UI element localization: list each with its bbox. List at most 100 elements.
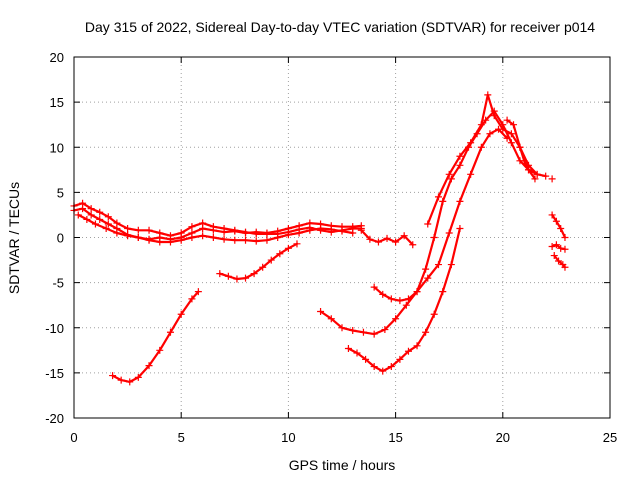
- data-point: [177, 236, 185, 244]
- series-line: [426, 93, 539, 226]
- data-point: [409, 241, 417, 249]
- data-point: [177, 310, 185, 318]
- data-point: [109, 372, 117, 380]
- data-point: [557, 224, 565, 232]
- data-point: [477, 143, 485, 151]
- data-point: [188, 223, 196, 231]
- data-point: [156, 229, 164, 237]
- data-point: [145, 226, 153, 234]
- data-point: [477, 121, 485, 129]
- data-point: [387, 363, 395, 371]
- data-point: [374, 238, 382, 246]
- data-point: [274, 234, 282, 241]
- data-point: [344, 345, 352, 353]
- data-point: [284, 244, 292, 252]
- data-point: [379, 290, 387, 298]
- series-line: [550, 213, 567, 239]
- data-point: [370, 363, 378, 371]
- data-point: [402, 301, 410, 309]
- y-tick-labels: -20 -15 -10 -5 0 5 10 15 20: [45, 50, 64, 426]
- series-line: [218, 242, 299, 281]
- data-point: [263, 236, 271, 244]
- x-tick-label: 20: [496, 430, 510, 445]
- data-point: [224, 272, 232, 280]
- data-point: [317, 224, 325, 232]
- data-point: [531, 175, 539, 183]
- data-point: [263, 230, 271, 238]
- data-point: [233, 275, 241, 283]
- data-point: [145, 236, 153, 244]
- data-point: [349, 326, 357, 334]
- y-axis-label: SDTVAR / TECUs: [6, 182, 22, 294]
- data-point: [188, 234, 196, 241]
- data-point: [422, 328, 430, 336]
- data-point: [349, 229, 357, 237]
- data-point: [548, 211, 556, 219]
- data-point: [557, 244, 565, 252]
- data-point: [327, 225, 335, 233]
- data-point: [156, 346, 164, 354]
- series-arc-low-left: [109, 288, 202, 386]
- data-point: [83, 215, 91, 223]
- data-point: [561, 263, 569, 271]
- data-point: [467, 170, 475, 178]
- data-point: [430, 234, 438, 241]
- data-point: [252, 237, 260, 245]
- data-point: [231, 236, 239, 244]
- data-point: [381, 326, 389, 334]
- series-arc-mid-left: [216, 240, 301, 283]
- data-point: [134, 226, 142, 234]
- data-point: [422, 265, 430, 273]
- data-point: [306, 226, 314, 234]
- data-point: [220, 224, 228, 232]
- data-point: [259, 263, 267, 271]
- y-tick-label: 20: [50, 50, 64, 65]
- data-point: [548, 175, 556, 183]
- data-point: [392, 238, 400, 246]
- data-point: [456, 161, 464, 169]
- data-point: [134, 373, 142, 381]
- data-point: [91, 220, 99, 228]
- data-point: [383, 234, 391, 242]
- data-point: [276, 250, 284, 258]
- x-tick-label: 0: [70, 430, 77, 445]
- data-point: [533, 170, 541, 178]
- series-arc-late-b: [548, 241, 569, 253]
- x-tick-label: 5: [178, 430, 185, 445]
- y-tick-label: -5: [52, 276, 64, 291]
- data-point: [209, 234, 217, 241]
- data-point: [379, 367, 387, 375]
- series-line: [373, 110, 547, 302]
- data-point: [561, 245, 569, 253]
- data-point: [404, 295, 412, 303]
- data-point: [104, 220, 112, 228]
- data-point: [134, 234, 142, 241]
- data-point: [499, 125, 507, 133]
- y-tick-label: -15: [45, 366, 64, 381]
- data-point: [447, 175, 455, 183]
- data-point: [231, 226, 239, 234]
- data-series: [70, 91, 569, 386]
- data-point: [552, 217, 560, 225]
- y-tick-label: -20: [45, 411, 64, 426]
- data-point: [102, 224, 110, 232]
- series-arc-late-c: [550, 252, 569, 271]
- x-tick-label: 10: [281, 430, 295, 445]
- series-arc-main-c: [74, 211, 357, 246]
- x-tick-labels: 0 5 10 15 20 25: [70, 430, 617, 445]
- data-point: [166, 232, 174, 240]
- data-point: [96, 215, 104, 223]
- data-point: [177, 229, 185, 237]
- data-point: [439, 197, 447, 205]
- data-point: [400, 232, 408, 240]
- data-point: [404, 347, 412, 355]
- data-point: [362, 355, 370, 363]
- data-point: [424, 274, 432, 282]
- series-arc-dip: [357, 226, 417, 249]
- series-line: [553, 254, 567, 269]
- data-point: [199, 232, 207, 240]
- data-point: [366, 235, 374, 243]
- series-line: [347, 227, 461, 373]
- data-point: [79, 199, 87, 207]
